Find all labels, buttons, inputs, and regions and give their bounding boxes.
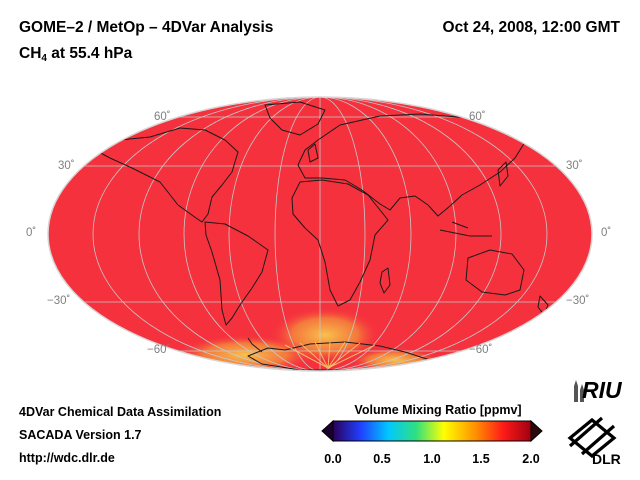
- africa-coast: [291, 179, 389, 307]
- coastlines: [94, 101, 549, 371]
- uk-coast: [307, 143, 319, 163]
- lat-label-equator-left: 0˚: [26, 227, 37, 239]
- antarctic-peninsula: [247, 337, 263, 353]
- lat-label-30s-right: −30˚: [566, 295, 590, 307]
- cathedral-icon: [574, 380, 584, 402]
- eurasia-coast: [297, 113, 526, 217]
- species-subscript: 4: [41, 53, 47, 64]
- lat-label-30s-left: −30˚: [47, 295, 71, 307]
- antarctic-rays: [284, 341, 376, 369]
- riu-logo-text: RIU: [582, 377, 623, 403]
- lat-label-60s-right: −60˚: [469, 344, 493, 356]
- indonesia-coast: [439, 221, 492, 237]
- colorbar-tick-2: 1.0: [423, 452, 441, 466]
- colorbar-tick-0: 0.0: [324, 452, 342, 466]
- lat-label-60s-left: −60˚: [147, 344, 171, 356]
- lat-label-equator-right: 0˚: [601, 227, 612, 239]
- colorbar-gradient: [332, 420, 532, 442]
- colorbar-title: Volume Mixing Ratio [ppmv]: [354, 403, 522, 417]
- colorbar-tick-4: 2.0: [522, 452, 540, 466]
- colorbar-min-arrow: [321, 420, 334, 442]
- colorbar-max-arrow: [530, 420, 543, 442]
- analysis-datetime: Oct 24, 2008, 12:00 GMT: [442, 19, 620, 36]
- colorbar-tick-1: 0.5: [373, 452, 391, 466]
- world-map: [47, 96, 593, 372]
- footer-line-1: 4DVar Chemical Data Assimilation: [19, 405, 222, 419]
- dlr-logo: DLR: [567, 416, 621, 467]
- species-name: CH: [19, 45, 42, 62]
- map-title: GOME–2 / MetOp – 4DVar Analysis: [19, 19, 274, 36]
- riu-logo: RIU: [574, 377, 623, 403]
- south-america-coast: [204, 221, 269, 326]
- dlr-logo-text: DLR: [592, 451, 621, 467]
- footer-line-2: SACADA Version 1.7: [19, 428, 142, 442]
- dlr-emblem-icon: [567, 416, 617, 459]
- madagascar-coast: [379, 267, 391, 294]
- australia-coast: [465, 249, 525, 296]
- colorbar: [321, 420, 543, 442]
- lat-label-30n-left: 30˚: [58, 160, 75, 172]
- pressure-level: at 55.4 hPa: [46, 45, 133, 62]
- colorbar-tick-3: 1.5: [472, 452, 490, 466]
- lat-label-60n-left: 60˚: [154, 111, 171, 123]
- north-america-coast: [94, 127, 239, 223]
- greenland-coast: [264, 101, 326, 136]
- map-border: [47, 96, 593, 372]
- japan-coast: [497, 161, 509, 187]
- lat-label-60n-right: 60˚: [469, 111, 486, 123]
- footer-url: http://wdc.dlr.de: [19, 451, 115, 465]
- lat-label-30n-right: 30˚: [566, 160, 583, 172]
- map-subtitle: CH4 at 55.4 hPa: [19, 45, 132, 64]
